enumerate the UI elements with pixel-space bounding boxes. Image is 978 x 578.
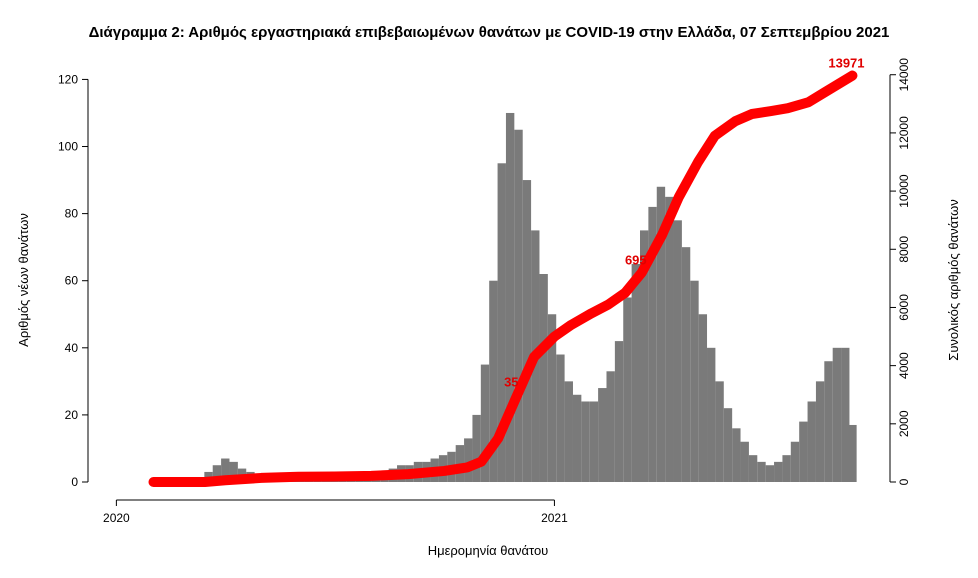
right-tick-label: 14000 <box>897 58 911 92</box>
bar <box>480 364 490 482</box>
bar <box>572 394 582 482</box>
bar <box>539 274 548 482</box>
bar <box>221 458 230 482</box>
annotation-label: 13971 <box>828 56 864 71</box>
bar <box>564 381 573 482</box>
bar <box>841 347 850 482</box>
cumulative-line <box>148 70 858 487</box>
cumulative-line-path <box>148 70 858 487</box>
bar <box>681 247 691 482</box>
left-tick-label: 100 <box>58 140 78 154</box>
bar-series <box>195 112 857 483</box>
bar <box>765 465 775 482</box>
bar <box>740 441 749 482</box>
bar <box>606 371 615 482</box>
bar <box>229 461 238 482</box>
bar <box>489 280 498 482</box>
left-tick-label: 60 <box>65 274 79 288</box>
bar <box>631 263 640 482</box>
left-axis: 0 20 40 60 80 100 120 <box>58 72 89 489</box>
left-tick-label: 0 <box>71 475 78 489</box>
bar <box>673 220 682 482</box>
right-tick-label: 8000 <box>897 236 911 263</box>
x-axis: 2020 2021 <box>103 499 568 525</box>
bar <box>212 465 222 482</box>
bar <box>522 180 532 482</box>
left-tick-label: 120 <box>58 72 78 86</box>
bar <box>589 401 599 482</box>
bar <box>547 314 557 482</box>
right-tick-label: 4000 <box>897 352 911 379</box>
bar <box>598 388 607 482</box>
right-tick-label: 12000 <box>897 116 911 150</box>
bar <box>698 314 708 482</box>
y-axis-left-label: Αριθμός νέων θανάτων <box>16 213 31 347</box>
right-tick-label: 2000 <box>897 410 911 437</box>
bar <box>774 461 783 482</box>
right-tick-label: 6000 <box>897 294 911 321</box>
bar <box>715 381 724 482</box>
bar <box>815 381 825 482</box>
right-axis: 0 2000 4000 6000 8000 10000 12000 14000 <box>889 58 911 485</box>
bar <box>497 163 506 483</box>
bar <box>832 347 842 482</box>
annotations: 13971 695 35 <box>504 56 864 390</box>
bar <box>748 455 758 482</box>
left-tick-label: 20 <box>65 408 79 422</box>
bar <box>707 347 716 482</box>
chart-title: Διάγραμμα 2: Αριθμός εργαστηριακά επιβεβ… <box>88 24 890 41</box>
bar <box>640 230 649 482</box>
bar <box>807 401 816 482</box>
bar <box>556 354 565 482</box>
annotation-label: 695 <box>625 253 647 268</box>
right-tick-label: 0 <box>897 478 911 485</box>
bar <box>581 401 590 482</box>
x-tick-label: 2021 <box>541 511 568 525</box>
bar <box>614 341 624 482</box>
bar <box>824 361 833 482</box>
x-axis-label: Ημερομηνία θανάτου <box>428 543 549 558</box>
bar <box>848 424 857 482</box>
y-axis-right-label: Συνολικός αριθμός θανάτων <box>946 199 961 360</box>
bar <box>732 428 741 482</box>
bar <box>790 441 800 482</box>
bar <box>757 461 766 482</box>
bar <box>799 421 808 482</box>
right-tick-label: 10000 <box>897 174 911 208</box>
bar <box>690 280 699 482</box>
x-tick-label: 2020 <box>103 511 130 525</box>
left-tick-label: 80 <box>65 207 79 221</box>
bar <box>464 438 473 482</box>
left-tick-label: 40 <box>65 341 79 355</box>
bar <box>665 196 674 482</box>
bar <box>505 112 515 482</box>
bar <box>723 408 733 482</box>
annotation-label: 35 <box>504 375 518 390</box>
bar <box>656 186 666 482</box>
bar <box>623 297 632 482</box>
bar <box>514 129 523 483</box>
bar <box>782 455 791 482</box>
bar <box>648 206 657 482</box>
bar <box>472 414 481 482</box>
